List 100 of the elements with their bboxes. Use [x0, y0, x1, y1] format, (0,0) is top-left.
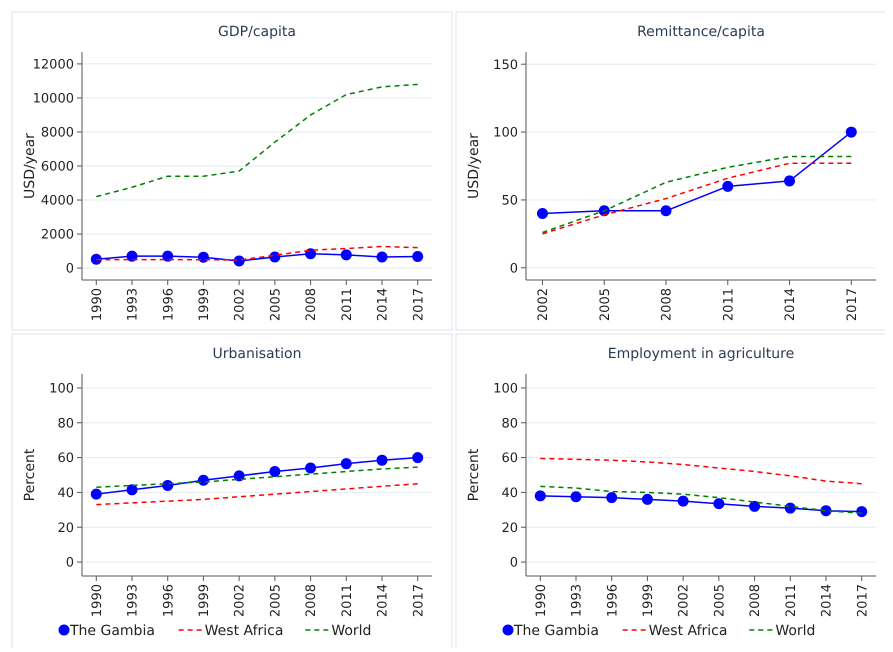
y-tick-label: 0	[510, 556, 518, 571]
point	[606, 492, 618, 504]
x-tick-label: 1990	[90, 288, 105, 322]
x-tick-label: 2011	[721, 288, 736, 322]
point	[340, 249, 352, 260]
y-tick-label: 100	[49, 381, 74, 396]
y-tick-label: 60	[501, 451, 518, 466]
x-tick-label: 1990	[90, 584, 105, 618]
point	[642, 494, 653, 505]
y-tick-label: 20	[57, 520, 74, 536]
y-tick-label: 100	[493, 126, 518, 141]
point	[198, 252, 209, 263]
y-tick-label: 0	[510, 261, 518, 276]
legend-label: West Africa	[648, 622, 728, 639]
x-tick-label: 2005	[268, 584, 284, 618]
legend-label: World	[775, 622, 816, 639]
y-tick-label: 6000	[40, 160, 74, 175]
x-tick-label: 2017	[411, 584, 426, 618]
point	[162, 250, 174, 262]
point	[269, 466, 280, 478]
y-tick-label: 40	[501, 486, 518, 501]
x-tick-label: 2008	[304, 584, 320, 618]
y-tick-label: 2000	[40, 228, 74, 243]
x-tick-label: 2011	[340, 288, 355, 322]
point	[412, 452, 424, 464]
point	[536, 208, 548, 219]
point	[722, 180, 734, 192]
legend-label: The Gambia	[513, 622, 599, 639]
point	[126, 484, 138, 496]
line-series	[96, 482, 418, 506]
y-tick-label: 12000	[32, 57, 74, 72]
x-tick-label: 2017	[855, 584, 870, 618]
y-tick-label: 0	[66, 262, 74, 277]
x-tick-label: 1990	[534, 584, 549, 618]
legend-label: World	[331, 622, 372, 639]
x-tick-label: 2017	[411, 288, 426, 322]
y-axis-title: USD/year	[466, 132, 482, 199]
point	[90, 254, 102, 265]
x-tick-label: 1999	[196, 584, 212, 618]
chart-title: Employment in agriculture	[608, 346, 794, 362]
line-series	[96, 84, 418, 198]
y-tick-label: 100	[493, 381, 518, 396]
x-tick-label: 2014	[376, 288, 391, 322]
x-tick-label: 1993	[126, 288, 141, 322]
point	[90, 488, 102, 500]
x-tick-label: 2017	[844, 288, 860, 322]
x-tick-label: 2005	[268, 288, 284, 322]
point	[376, 454, 388, 466]
point	[534, 490, 546, 502]
x-tick-label: 1993	[126, 584, 141, 618]
x-tick-label: 2002	[676, 584, 692, 618]
x-tick-label: 1996	[161, 288, 176, 322]
point	[234, 255, 245, 266]
y-tick-label: 80	[57, 416, 74, 432]
legend-label: The Gambia	[69, 622, 155, 639]
x-tick-label: 2011	[340, 584, 355, 618]
x-tick-label: 1996	[605, 584, 620, 618]
x-tick-label: 2005	[598, 288, 613, 322]
point	[570, 491, 582, 502]
x-tick-label: 2014	[376, 584, 391, 618]
x-tick-label: 1999	[640, 584, 656, 618]
point	[305, 248, 316, 260]
chart-title: Remittance/capita	[637, 24, 765, 40]
point	[126, 250, 138, 262]
y-tick-label: 80	[501, 416, 518, 432]
y-tick-label: 0	[66, 556, 74, 571]
y-tick-label: 20	[501, 520, 518, 536]
point	[162, 480, 174, 491]
y-tick-label: 10000	[32, 91, 74, 106]
x-tick-label: 2014	[783, 288, 798, 322]
chart-title: GDP/capita	[218, 24, 296, 40]
y-tick-label: 8000	[40, 126, 74, 141]
y-tick-label: 4000	[40, 194, 74, 209]
x-tick-label: 1996	[161, 584, 176, 618]
x-tick-label: 1993	[570, 584, 585, 618]
point	[678, 496, 689, 507]
y-tick-label: 60	[57, 451, 74, 466]
point	[713, 498, 724, 510]
point	[340, 458, 352, 470]
x-tick-label: 2008	[304, 288, 320, 322]
x-tick-label: 2005	[712, 584, 728, 618]
y-axis-title: USD/year	[22, 132, 38, 199]
point	[305, 462, 316, 474]
point	[412, 251, 424, 262]
x-tick-label: 2002	[536, 288, 552, 322]
y-axis-title: Percent	[22, 448, 38, 502]
point	[846, 126, 857, 138]
x-tick-label: 2002	[232, 584, 248, 618]
legend-label: West Africa	[204, 622, 284, 639]
x-tick-label: 2014	[820, 584, 835, 618]
point	[784, 502, 796, 514]
line-series	[540, 458, 862, 484]
x-tick-label: 1999	[196, 288, 212, 322]
x-tick-label: 2008	[660, 288, 675, 322]
x-tick-label: 2011	[784, 584, 799, 618]
point	[784, 175, 796, 186]
point	[660, 205, 672, 216]
x-tick-label: 2002	[232, 288, 248, 322]
chart-title: Urbanisation	[212, 346, 302, 362]
point	[749, 500, 760, 512]
